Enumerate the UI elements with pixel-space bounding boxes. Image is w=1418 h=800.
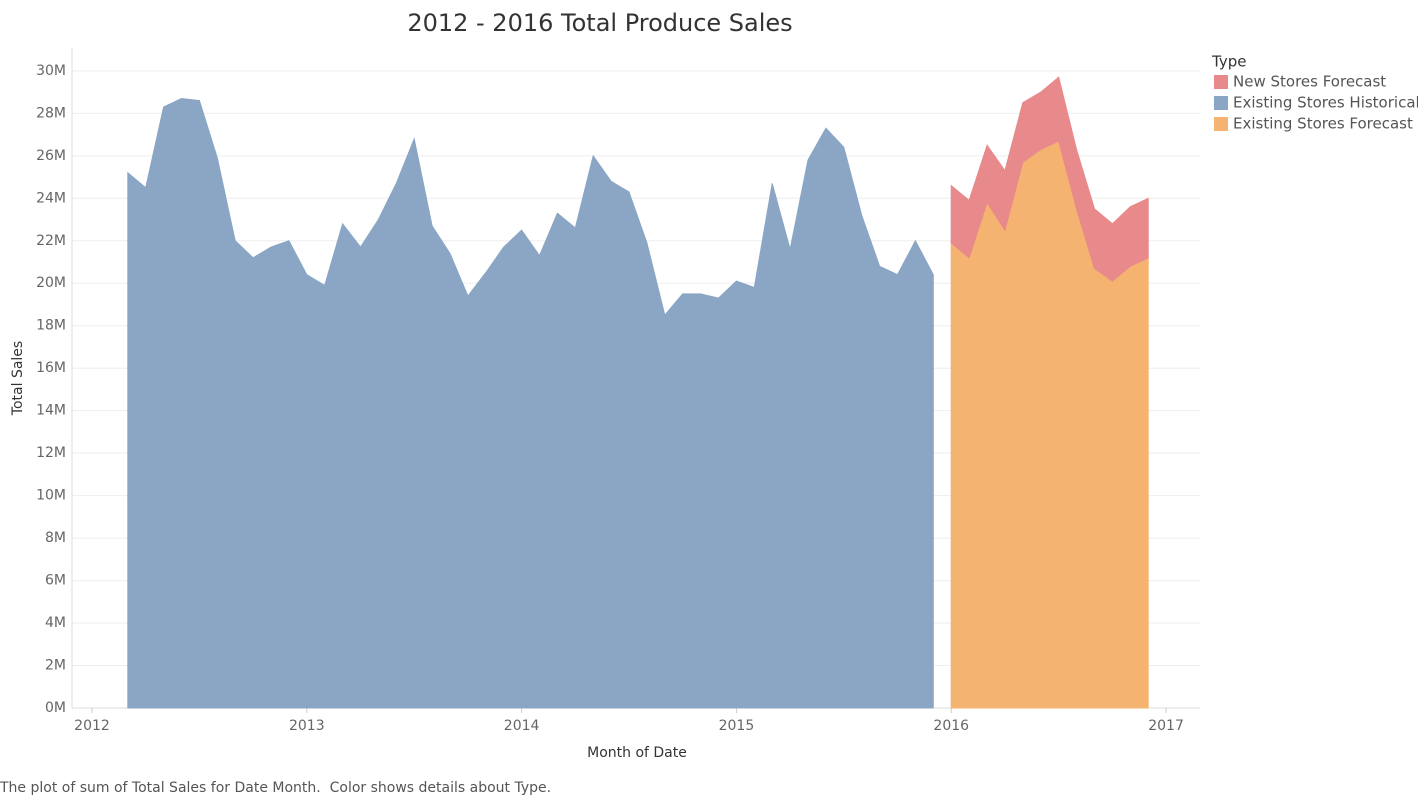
y-tick-label: 30M	[36, 63, 66, 79]
x-tick-label: 2015	[719, 718, 755, 734]
chart-title: 2012 - 2016 Total Produce Sales	[407, 9, 792, 37]
y-tick-label: 24M	[36, 190, 66, 206]
legend-label: Existing Stores Forecast	[1233, 115, 1413, 133]
legend-title: Type	[1211, 53, 1246, 71]
y-tick-label: 14M	[36, 403, 66, 419]
legend-swatch	[1214, 75, 1228, 89]
y-tick-label: 26M	[36, 148, 66, 164]
legend-label: Existing Stores Historical	[1233, 94, 1418, 112]
x-tick-label: 2017	[1148, 718, 1184, 734]
caption: The plot of sum of Total Sales for Date …	[0, 780, 552, 796]
y-tick-label: 28M	[36, 105, 66, 121]
y-tick-label: 12M	[36, 445, 66, 461]
area	[127, 97, 934, 709]
y-tick-label: 0M	[45, 700, 66, 716]
x-tick-label: 2014	[504, 718, 540, 734]
y-tick-label: 4M	[45, 615, 66, 631]
legend-label: New Stores Forecast	[1233, 73, 1386, 91]
y-tick-label: 22M	[36, 233, 66, 249]
area	[950, 76, 1149, 282]
legend-swatch	[1214, 96, 1228, 110]
y-tick-label: 8M	[45, 530, 66, 546]
legend-swatch	[1214, 117, 1228, 131]
y-tick-label: 16M	[36, 360, 66, 376]
y-axis-label: Total Sales	[10, 341, 26, 416]
y-tick-label: 20M	[36, 275, 66, 291]
y-tick-label: 6M	[45, 573, 66, 589]
x-tick-label: 2016	[933, 718, 969, 734]
x-axis-label: Month of Date	[587, 745, 687, 761]
chart: 2012 - 2016 Total Produce Sales Month of…	[10, 9, 1418, 761]
y-tick-label: 18M	[36, 318, 66, 334]
x-tick-label: 2013	[289, 718, 325, 734]
y-tick-label: 10M	[36, 488, 66, 504]
x-tick-label: 2012	[74, 718, 110, 734]
y-tick-label: 2M	[45, 658, 66, 674]
